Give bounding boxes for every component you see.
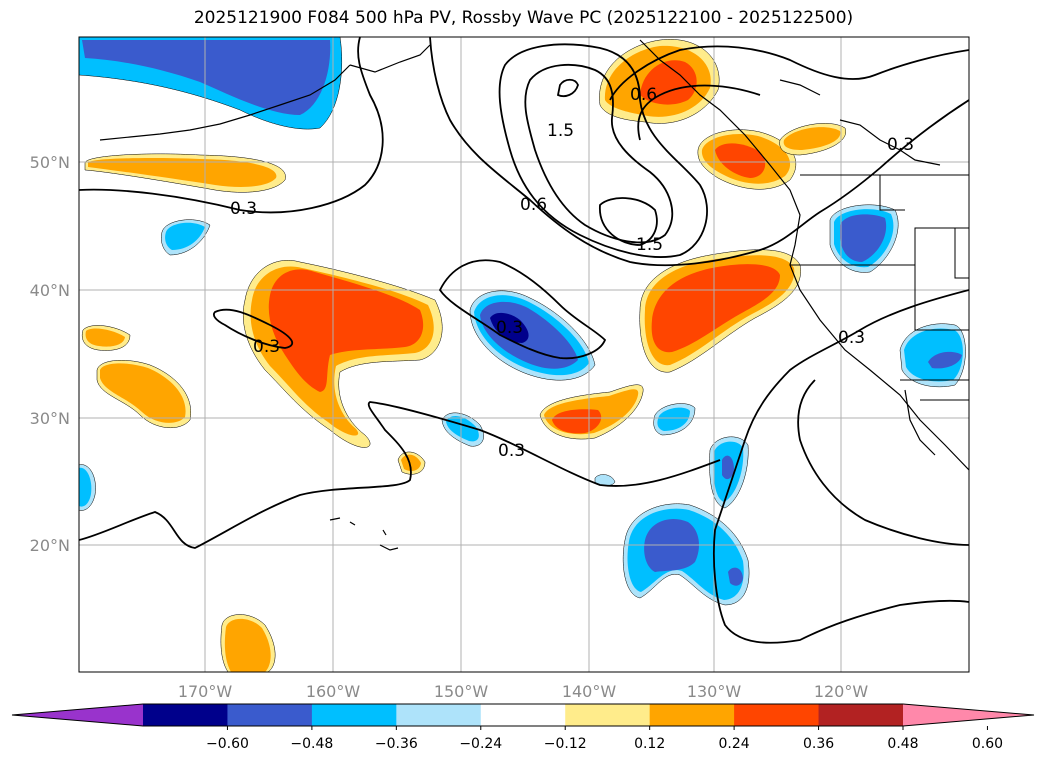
contour-label: 1.5 bbox=[547, 121, 574, 141]
contour-label: 0.6 bbox=[520, 195, 547, 215]
lon-label: 170°W bbox=[178, 682, 233, 701]
lon-label: 130°W bbox=[687, 682, 742, 701]
lon-label: 120°W bbox=[814, 682, 869, 701]
lon-axis-labels: 170°W 160°W 150°W 140°W 130°W 120°W bbox=[178, 682, 869, 701]
contour-label: 1.5 bbox=[636, 235, 663, 255]
lat-label: 40°N bbox=[30, 281, 70, 300]
colorbar-tick-label: −0.12 bbox=[544, 736, 587, 752]
colorbar-extend-low bbox=[12, 704, 143, 726]
colorbar-segment bbox=[734, 704, 820, 726]
map-title: 2025121900 F084 500 hPa PV, Rossby Wave … bbox=[193, 8, 854, 28]
lon-label: 150°W bbox=[434, 682, 489, 701]
colorbar-tick-label: −0.36 bbox=[375, 736, 418, 752]
colorbar-tick-label: −0.60 bbox=[206, 736, 249, 752]
contour-label: 0.3 bbox=[887, 135, 914, 155]
colorbar-segment bbox=[143, 704, 228, 726]
contour-label: 0.3 bbox=[253, 337, 280, 357]
colorbar-segment bbox=[649, 704, 735, 726]
colorbar-segment bbox=[565, 704, 651, 726]
colorbar-segment bbox=[480, 704, 566, 726]
contour-labels: 0.3 0.3 0.3 0.6 1.5 1.5 0.3 0.3 0.3 0.6 bbox=[230, 85, 914, 461]
colorbar-segment bbox=[818, 704, 904, 726]
pv-contours bbox=[79, 37, 969, 644]
coastlines bbox=[99, 39, 969, 551]
lat-label: 50°N bbox=[30, 153, 70, 172]
map-area: 0.3 0.3 0.3 0.6 1.5 1.5 0.3 0.3 0.3 0.6 bbox=[79, 37, 969, 672]
colorbar-segment bbox=[311, 704, 397, 726]
colorbar-outline bbox=[11, 703, 1035, 727]
lon-label: 140°W bbox=[562, 682, 617, 701]
contour-label: 0.3 bbox=[230, 199, 257, 219]
map-frame bbox=[78, 36, 970, 673]
contour-label: 0.3 bbox=[498, 441, 525, 461]
contour-label: 0.3 bbox=[838, 328, 865, 348]
lat-label: 20°N bbox=[30, 536, 70, 555]
lon-label: 160°W bbox=[306, 682, 361, 701]
colorbar-segment bbox=[396, 704, 482, 726]
colorbar-tick-label: 0.48 bbox=[887, 736, 918, 752]
gridlines bbox=[79, 37, 969, 672]
colorbar-tick-label: 0.60 bbox=[972, 736, 1003, 752]
colorbar-tick-label: 0.36 bbox=[803, 736, 834, 752]
colorbar-tick-label: −0.48 bbox=[290, 736, 333, 752]
colorbar: −0.60 −0.48 −0.36 −0.24 −0.12 0.12 0.24 0.36 0.4… bbox=[11, 703, 1035, 752]
colorbar-tick-label: −0.24 bbox=[459, 736, 502, 752]
colorbar-tick-label: 0.24 bbox=[719, 736, 750, 752]
lat-axis-labels: 50°N 40°N 30°N 20°N bbox=[30, 153, 70, 555]
contour-label: 0.6 bbox=[630, 85, 657, 105]
lat-label: 30°N bbox=[30, 409, 70, 428]
shading-layer bbox=[79, 37, 966, 672]
colorbar-tick-label: 0.12 bbox=[634, 736, 665, 752]
colorbar-extend-high bbox=[903, 704, 1034, 726]
contour-label: 0.3 bbox=[496, 318, 523, 338]
colorbar-segment bbox=[227, 704, 313, 726]
